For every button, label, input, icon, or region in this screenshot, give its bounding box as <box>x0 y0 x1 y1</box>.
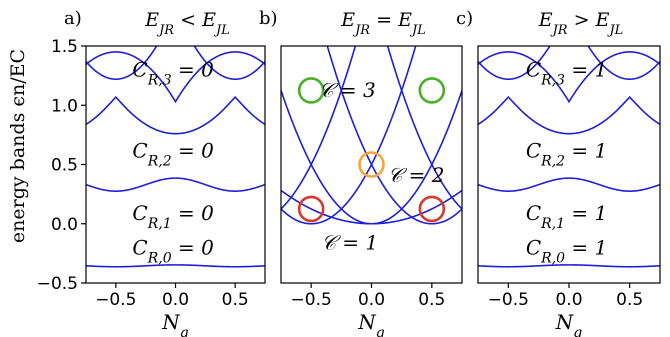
band-curve-4 <box>386 46 462 210</box>
crossing-circle-3 <box>297 195 325 223</box>
panel-title: EJR < EJL <box>144 9 230 38</box>
x-tick-label: 0.5 <box>222 290 249 310</box>
chern-label: CR,2 = 1 <box>526 138 607 169</box>
chern-label: CR,0 = 1 <box>526 235 607 266</box>
plot-area <box>86 46 265 268</box>
y-tick-label: −0.5 <box>37 274 78 294</box>
plot-area <box>478 46 660 268</box>
x-tick-label: 0.5 <box>616 290 643 310</box>
plot-area <box>281 46 462 225</box>
chern-label: CR,1 = 0 <box>132 201 214 232</box>
panel-3: −0.5 0.0 0.5 Ng c) EJR > EJL CR,3 = 1 CR,2 = 1 C… <box>456 8 661 337</box>
crossing-circle-4 <box>418 195 446 223</box>
band-1 <box>86 177 265 192</box>
x-tick-label: −0.5 <box>291 290 332 310</box>
x-axis-label: Ng <box>555 310 583 337</box>
chern-label: CR,3 = 1 <box>526 58 607 89</box>
y-tick-label: 0.0 <box>51 215 78 235</box>
crossing-circle-1 <box>418 77 446 104</box>
x-tick-label: 0.0 <box>162 290 189 310</box>
band-curve-3 <box>326 46 462 225</box>
band-0 <box>86 264 265 268</box>
chern-label: CR,0 = 0 <box>132 235 214 266</box>
y-tick-label: 0.5 <box>51 156 78 176</box>
band-3 <box>478 46 660 80</box>
x-tick-label: 0.0 <box>555 290 582 310</box>
chern-label: CR,2 = 0 <box>132 138 214 169</box>
band-2-upper <box>478 51 660 104</box>
crossing-label: 𝒞 = 1 <box>321 231 378 255</box>
chern-label: CR,1 = 1 <box>526 201 607 232</box>
panel-label: b) <box>259 8 278 29</box>
panel-title: EJR = EJL <box>340 9 426 38</box>
panel-label: a) <box>64 8 82 29</box>
x-tick-label: −0.5 <box>95 290 136 310</box>
panel-title: EJR > EJL <box>538 9 624 38</box>
band-0 <box>478 264 660 268</box>
x-axis-label: Ng <box>161 310 189 337</box>
band-curve-2 <box>281 90 462 225</box>
x-tick-label: 0.0 <box>358 290 385 310</box>
band-1 <box>478 177 660 192</box>
y-axis-label: energy bands ϵn/EC <box>7 49 29 243</box>
crossing-circle-0 <box>297 77 325 104</box>
panel-2: −0.5 0.0 0.5 Ng b) EJR = EJL 𝒞 = 3 𝒞 = 2 𝒞 = 1 <box>259 8 463 337</box>
y-tick-label: 1.0 <box>51 96 78 116</box>
band-curve-lowest <box>281 189 462 225</box>
crossing-circle-2 <box>358 151 385 178</box>
chern-label: CR,3 = 0 <box>132 58 214 89</box>
x-axis-label: Ng <box>357 310 385 337</box>
band-2-upper <box>86 51 265 104</box>
x-tick-label: −0.5 <box>488 290 529 310</box>
y-tick-label: 1.5 <box>51 37 78 57</box>
band-3 <box>86 46 265 80</box>
crossing-label: 𝒞 = 3 <box>319 78 376 102</box>
band-2 <box>86 95 265 135</box>
crossing-label: 𝒞 = 2 <box>388 163 445 187</box>
panel-label: c) <box>456 8 473 29</box>
band-2 <box>478 95 660 135</box>
panel-1: −0.5 0.0 0.5 −0.5 0.0 0.5 1.0 1.5 Ng a) EJR < EJL C… <box>37 8 266 337</box>
x-tick-label: 0.5 <box>418 290 445 310</box>
band-curve-1 <box>281 46 417 225</box>
